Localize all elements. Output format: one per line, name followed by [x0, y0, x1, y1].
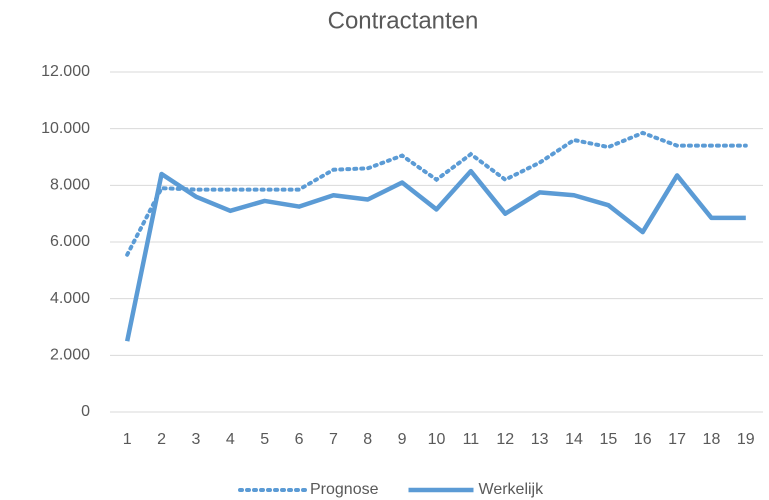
y-tick-label: 10.000 [41, 120, 90, 137]
y-tick-label: 6.000 [50, 233, 90, 250]
x-tick-label: 2 [157, 431, 166, 448]
x-tick-label: 8 [363, 431, 372, 448]
y-tick-label: 4.000 [50, 290, 90, 307]
legend-label: Werkelijk [479, 481, 545, 498]
x-tick-label: 19 [737, 431, 755, 448]
x-tick-label: 3 [191, 431, 200, 448]
x-tick-label: 5 [260, 431, 269, 448]
x-tick-label: 9 [398, 431, 407, 448]
x-tick-label: 11 [463, 431, 480, 448]
y-tick-label: 8.000 [50, 177, 90, 194]
y-tick-label: 12.000 [41, 63, 90, 80]
legend-label: Prognose [310, 481, 379, 498]
x-tick-label: 6 [295, 431, 304, 448]
x-tick-label: 7 [329, 431, 338, 448]
y-tick-label: 0 [81, 403, 90, 420]
x-tick-label: 15 [599, 431, 617, 448]
x-tick-label: 17 [668, 431, 686, 448]
series-line [125, 130, 748, 257]
series-line [124, 168, 746, 342]
x-tick-label: 4 [226, 431, 235, 448]
y-tick-label: 2.000 [50, 347, 90, 364]
x-tick-label: 10 [428, 431, 446, 448]
x-tick-label: 13 [531, 431, 549, 448]
x-tick-label: 1 [123, 431, 132, 448]
x-tick-label: 16 [634, 431, 652, 448]
x-tick-label: 12 [496, 431, 514, 448]
x-tick-label: 18 [703, 431, 721, 448]
chart-title: Contractanten [328, 7, 479, 34]
x-tick-label: 14 [565, 431, 583, 448]
